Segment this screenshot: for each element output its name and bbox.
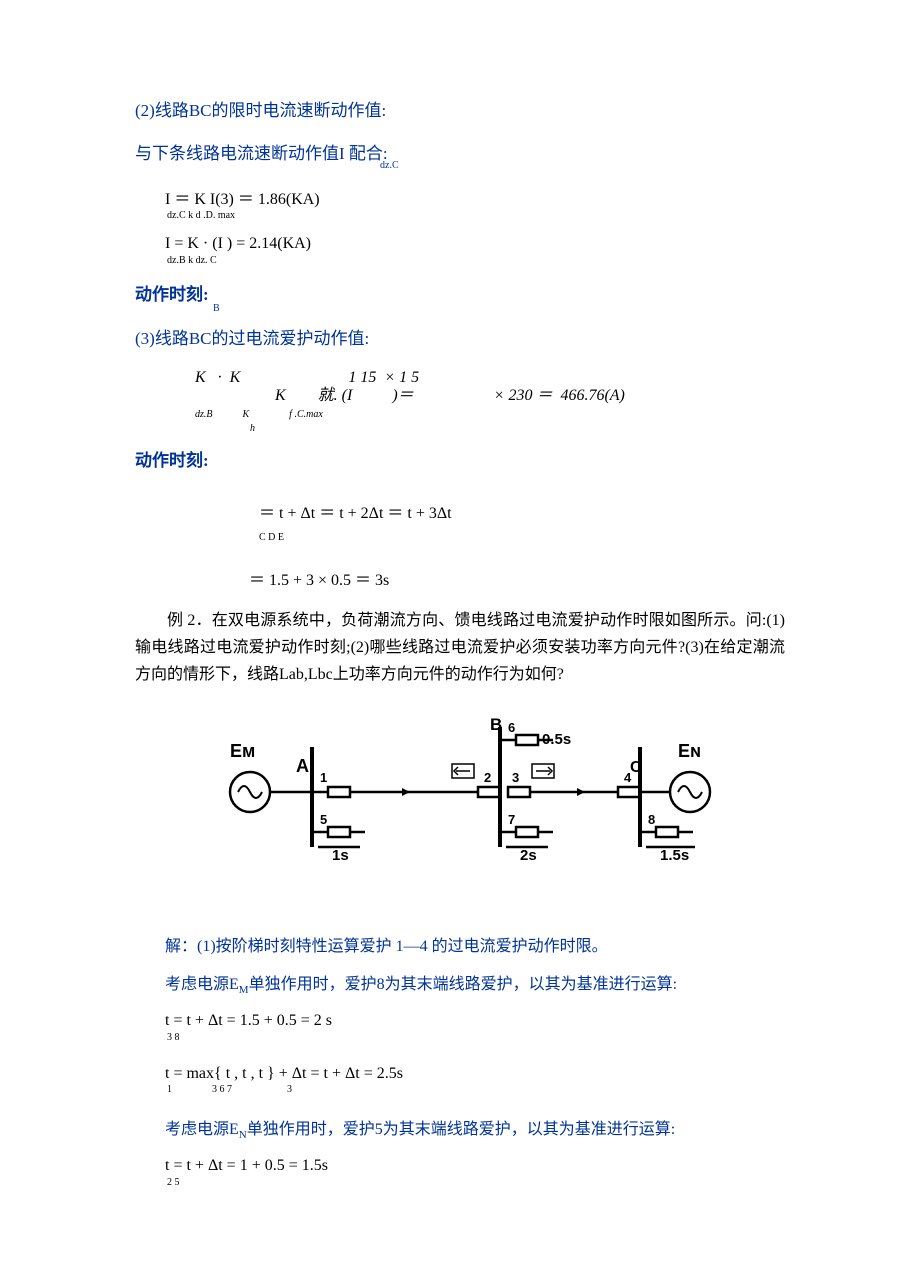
sol-l2c: 单独作用时，爱护8为其末端线路爱护，以其为基准进行运算: <box>249 976 677 993</box>
s2-eq1-main: I ＝ K I(3) ＝ 1.86(KA) <box>165 191 320 208</box>
s3-time-eq1: ＝ t + Δt ＝ t + 2Δt ＝ t + 3Δt <box>259 505 452 522</box>
label-n4: 4 <box>624 770 632 785</box>
label-C: C <box>630 759 642 776</box>
label-t6: 0.5s <box>542 731 571 748</box>
label-n6: 6 <box>508 720 515 735</box>
label-t7: 2s <box>520 847 537 864</box>
sol-eq3-main: t = t + Δt = 1 + 0.5 = 1.5s <box>165 1157 328 1174</box>
s2-eq2: I = K · (I ) = 2.14(KA) dz.B k dz. C <box>165 233 785 267</box>
label-n8: 8 <box>648 812 655 827</box>
example-body: 例 2．在双电源系统中，负荷潮流方向、馈电线路过电流爱护动作时限如图所示。问:(… <box>135 612 785 683</box>
s3-time-eq2: ＝ 1.5 + 3 × 0.5 ＝ 3s <box>249 570 785 592</box>
label-n1: 1 <box>320 770 327 785</box>
s3-time-label: 动作时刻: <box>135 446 785 471</box>
sol-eq3: t = t + Δt = 1 + 0.5 = 1.5s 2 5 <box>165 1155 785 1189</box>
s2-time-text: 动作时刻: <box>135 285 209 304</box>
s3-time-eq1-sub: C D E <box>259 532 284 543</box>
label-n3: 3 <box>512 770 519 785</box>
label-t8: 1.5s <box>660 847 689 864</box>
label-t5: 1s <box>332 847 349 864</box>
circuit-diagram: Eᴍ Eɴ A B C 1 2 3 4 5 6 7 8 1s 0.5s 2s 1… <box>200 702 720 912</box>
example-text: 例 2．在双电源系统中，负荷潮流方向、馈电线路过电流爱护动作时限如图所示。问:(… <box>135 607 785 689</box>
s2-time-label: 动作时刻: B <box>135 280 785 314</box>
page-content: (2)线路BC的限时电流速断动作值: 与下条线路电流速断动作值I 配合: dz.… <box>0 0 920 1240</box>
s3-eq-l2: K 就. (I )＝ × 230 ＝ 466.76(A) <box>195 385 785 407</box>
label-A: A <box>296 756 309 776</box>
s2-sub-subscript: dz.C <box>380 160 785 171</box>
s2-time-sub: B <box>213 303 785 314</box>
sol-eq2-main: t = max{ t , t , t } + Δt = t + Δt = 2.5… <box>165 1065 403 1082</box>
s2-sub-text: 与下条线路电流速断动作值I 配合: <box>135 144 388 163</box>
sol-l2b: M <box>239 984 249 996</box>
label-EM: Eᴍ <box>230 741 255 761</box>
label-n5: 5 <box>320 812 327 827</box>
label-n2: 2 <box>484 770 491 785</box>
sol-line1: 解：(1)按阶梯时刻特性运算爱护 1—4 的过电流爱护动作时限。 <box>165 932 785 956</box>
s3-time-eq: ＝ t + Δt ＝ t + 2Δt ＝ t + 3Δt C D E ＝ 1.5… <box>235 481 785 593</box>
s2-heading: (2)线路BC的限时电流速断动作值: <box>135 96 785 121</box>
sol-l3c: 单独作用时，爱护5为其末端线路爱护，以其为基准进行运算: <box>247 1121 675 1138</box>
sol-eq1-main: t = t + Δt = 1.5 + 0.5 = 2 s <box>165 1012 332 1029</box>
sol-l2a: 考虑电源E <box>165 976 239 993</box>
s2-eq2-main: I = K · (I ) = 2.14(KA) <box>165 235 311 252</box>
s3-eq: K · K 1 15 × 1 5 K 就. (I )＝ × 230 ＝ 466.… <box>195 367 785 436</box>
label-n7: 7 <box>508 812 515 827</box>
sol-line3: 考虑电源EN单独作用时，爱护5为其末端线路爱护，以其为基准进行运算: <box>165 1115 785 1141</box>
sol-eq1-sub: 3 8 <box>165 1031 785 1045</box>
s2-eq1: I ＝ K I(3) ＝ 1.86(KA) dz.C k d .D. max <box>165 189 785 223</box>
s3-eq-l4: h <box>195 422 785 436</box>
sol-eq3-sub: 2 5 <box>165 1176 785 1190</box>
s2-eq2-sub: dz.B k dz. C <box>165 254 785 268</box>
s2-eq1-sub: dz.C k d .D. max <box>165 209 785 223</box>
sol-l3a: 考虑电源E <box>165 1121 239 1138</box>
sol-eq1: t = t + Δt = 1.5 + 0.5 = 2 s 3 8 <box>165 1010 785 1044</box>
sol-eq2: t = max{ t , t , t } + Δt = t + Δt = 2.5… <box>165 1063 785 1097</box>
sol-l3b: N <box>239 1129 247 1141</box>
s3-eq-l3: dz.B K f .C.max <box>195 408 785 422</box>
s3-heading: (3)线路BC的过电流爱护动作值: <box>135 324 785 349</box>
label-EN: Eɴ <box>678 741 701 761</box>
label-B: B <box>490 715 502 734</box>
s2-subheading: 与下条线路电流速断动作值I 配合: dz.C <box>135 139 785 171</box>
sol-line2: 考虑电源EM单独作用时，爱护8为其末端线路爱护，以其为基准进行运算: <box>165 970 785 996</box>
sol-eq2-sub: 1 3 6 7 3 <box>165 1083 785 1097</box>
